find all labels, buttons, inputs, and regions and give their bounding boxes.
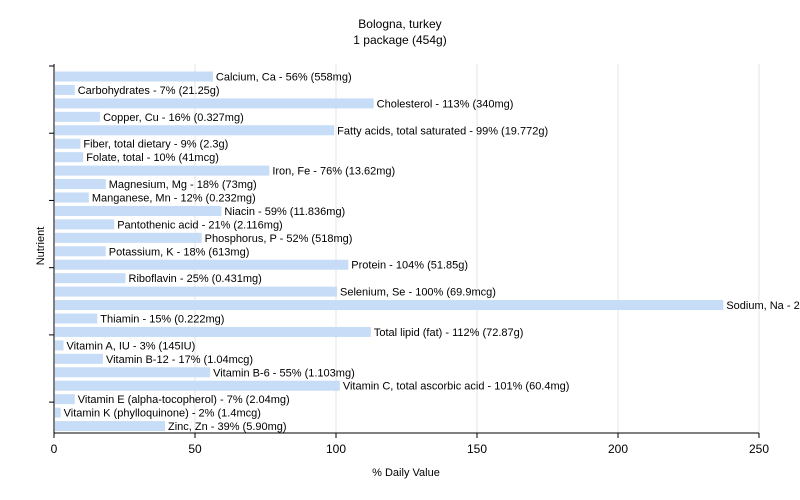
bar [55, 205, 222, 216]
bar-label: Calcium, Ca - 56% (558mg) [216, 72, 352, 84]
bar [55, 380, 340, 391]
bar-label: Total lipid (fat) - 112% (72.87g) [374, 327, 524, 339]
chart-title: Bologna, turkey [358, 17, 442, 31]
x-tick-label: 150 [467, 442, 487, 456]
bar [55, 71, 213, 82]
bar-label: Thiamin - 15% (0.222mg) [100, 314, 224, 326]
bar [55, 286, 337, 297]
bar [55, 300, 724, 311]
bar [55, 340, 64, 351]
bar-label: Potassium, K - 18% (613mg) [109, 246, 250, 258]
bar [55, 152, 84, 163]
bars [55, 71, 724, 432]
bar [55, 219, 115, 230]
y-axis-label: Nutrient [35, 227, 47, 266]
bar-label: Riboflavin - 25% (0.431mg) [129, 273, 262, 285]
bar [55, 165, 270, 176]
chart-subtitle: 1 package (454g) [353, 33, 447, 47]
x-tick-label: 200 [608, 442, 628, 456]
bar [55, 367, 211, 378]
bar-label: Vitamin B-12 - 17% (1.04mcg) [106, 354, 253, 366]
bar-label: Sodium, Na - 237% (5684mg) [726, 300, 800, 312]
bar-label: Phosphorus, P - 52% (518mg) [205, 233, 353, 245]
bar-labels: Calcium, Ca - 56% (558mg)Carbohydrates -… [64, 72, 800, 434]
bar [55, 232, 202, 243]
x-tick-label: 50 [188, 442, 202, 456]
bar [55, 259, 349, 270]
bar-label: Selenium, Se - 100% (69.9mcg) [340, 287, 496, 299]
bar [55, 192, 89, 203]
bar-label: Vitamin E (alpha-tocopherol) - 7% (2.04m… [78, 394, 290, 406]
bar-label: Protein - 104% (51.85g) [351, 260, 468, 272]
bar [55, 394, 75, 405]
bar [55, 111, 101, 122]
bar-label: Pantothenic acid - 21% (2.116mg) [117, 219, 283, 231]
bar [55, 138, 81, 149]
bar-label: Vitamin B-6 - 55% (1.103mg) [213, 367, 355, 379]
bar [55, 84, 75, 95]
bar-label: Iron, Fe - 76% (13.62mg) [272, 166, 395, 178]
bar [55, 273, 126, 284]
bar [55, 179, 106, 190]
bar-label: Folate, total - 10% (41mcg) [86, 152, 219, 164]
bar-label: Manganese, Mn - 12% (0.232mg) [92, 193, 256, 205]
bar [55, 353, 103, 364]
bar-label: Vitamin A, IU - 3% (145IU) [66, 340, 195, 352]
bar [55, 246, 106, 257]
bar [55, 326, 371, 337]
bar-label: Cholesterol - 113% (340mg) [377, 98, 514, 110]
x-tick-label: 0 [51, 442, 58, 456]
bar-label: Copper, Cu - 16% (0.327mg) [103, 112, 244, 124]
bar [55, 407, 61, 418]
chart-title-block: Bologna, turkey 1 package (454g) [0, 16, 800, 48]
bar [55, 125, 335, 136]
bar-label: Fiber, total dietary - 9% (2.3g) [83, 139, 228, 151]
bar-label: Fatty acids, total saturated - 99% (19.7… [337, 125, 548, 137]
x-axis-label: % Daily Value [372, 467, 440, 479]
x-tick-label: 250 [749, 442, 769, 456]
bar-label: Vitamin C, total ascorbic acid - 101% (6… [343, 381, 570, 393]
bar-label: Zinc, Zn - 39% (5.90mg) [168, 421, 287, 433]
bar-label: Magnesium, Mg - 18% (73mg) [109, 179, 257, 191]
axes: 0 50 100 150 200 250 [49, 64, 769, 456]
bar [55, 313, 98, 324]
bar-label: Carbohydrates - 7% (21.25g) [78, 85, 220, 97]
x-tick-label: 100 [326, 442, 346, 456]
bar-label: Vitamin K (phylloquinone) - 2% (1.4mcg) [64, 408, 261, 420]
bar [55, 98, 374, 109]
bar [55, 421, 165, 432]
bar-label: Niacin - 59% (11.836mg) [224, 206, 345, 218]
